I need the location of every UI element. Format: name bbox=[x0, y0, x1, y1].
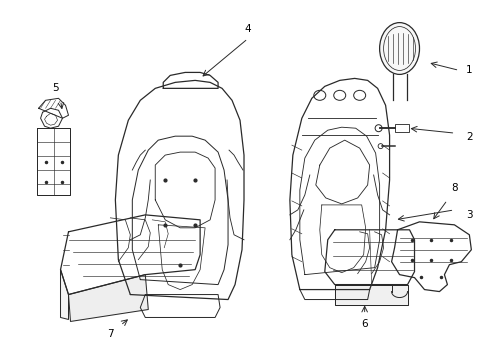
Text: 1: 1 bbox=[466, 66, 473, 76]
Polygon shape bbox=[39, 98, 69, 118]
Text: 3: 3 bbox=[466, 210, 473, 220]
Ellipse shape bbox=[378, 144, 383, 149]
Polygon shape bbox=[61, 270, 69, 319]
Polygon shape bbox=[163, 72, 218, 88]
Text: 4: 4 bbox=[245, 24, 251, 33]
Text: 8: 8 bbox=[451, 183, 458, 193]
Polygon shape bbox=[290, 78, 390, 289]
Polygon shape bbox=[132, 136, 228, 285]
Bar bbox=[394, 124, 409, 132]
Text: 6: 6 bbox=[361, 319, 368, 329]
Polygon shape bbox=[37, 128, 71, 195]
Ellipse shape bbox=[380, 23, 419, 75]
Polygon shape bbox=[300, 127, 380, 275]
Polygon shape bbox=[69, 275, 148, 321]
Polygon shape bbox=[325, 230, 415, 285]
Polygon shape bbox=[41, 108, 63, 128]
Text: 7: 7 bbox=[107, 329, 114, 339]
Ellipse shape bbox=[375, 125, 382, 132]
Polygon shape bbox=[392, 222, 471, 292]
Polygon shape bbox=[115, 80, 244, 300]
Text: 5: 5 bbox=[52, 84, 59, 93]
Polygon shape bbox=[61, 215, 200, 294]
Text: 2: 2 bbox=[466, 132, 473, 142]
Polygon shape bbox=[335, 285, 408, 305]
Polygon shape bbox=[140, 294, 220, 318]
